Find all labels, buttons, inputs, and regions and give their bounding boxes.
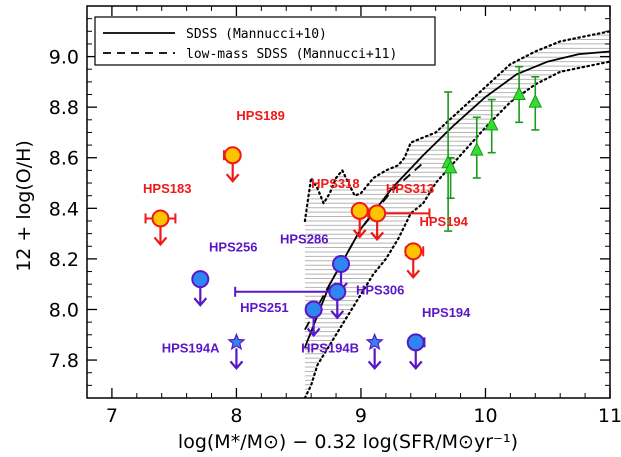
galaxy-label: HPS251 bbox=[240, 300, 288, 315]
galaxy-label: HPS194 bbox=[419, 214, 468, 229]
galaxy-label: HPS318 bbox=[311, 176, 359, 191]
y-tick-label: 8.0 bbox=[49, 299, 79, 321]
legend-box bbox=[94, 16, 436, 66]
circle-marker bbox=[191, 270, 210, 289]
galaxy-label: HPS306 bbox=[356, 282, 404, 297]
galaxy-label: HPS194B bbox=[301, 340, 359, 355]
upper-limit-arrowhead bbox=[193, 297, 208, 307]
green-triangle-marker bbox=[469, 142, 484, 156]
green-point bbox=[443, 156, 458, 200]
galaxy-hps256: HPS256 bbox=[191, 239, 257, 307]
circle-marker bbox=[328, 282, 347, 301]
upper-limit-arrowhead bbox=[225, 173, 240, 183]
galaxy-hps313: HPS313 bbox=[367, 181, 434, 242]
upper-limit-arrowhead bbox=[367, 360, 382, 371]
galaxy-label: HPS313 bbox=[386, 181, 434, 196]
y-tick-label: 9.0 bbox=[49, 47, 79, 69]
upper-limit-arrowhead bbox=[330, 310, 345, 320]
star-marker bbox=[365, 332, 384, 351]
y-tick-label: 8.8 bbox=[49, 97, 79, 119]
lower-scatter-boundary bbox=[303, 60, 610, 398]
green-point bbox=[484, 98, 499, 154]
green-triangle-marker bbox=[484, 116, 499, 131]
galaxy-label: HPS189 bbox=[236, 108, 284, 123]
upper-limit-arrowhead bbox=[352, 229, 367, 239]
x-tick-label: 7 bbox=[106, 405, 118, 427]
green-point bbox=[469, 116, 484, 179]
galaxy-hps189: HPS189 bbox=[222, 108, 285, 183]
legend-entry-lowmass: low-mass SDSS (Mannucci+11) bbox=[186, 47, 397, 62]
galaxy-hps286: HPS286 bbox=[280, 232, 351, 292]
upper-limit-arrowhead bbox=[306, 327, 321, 338]
galaxy-label: HPS256 bbox=[209, 239, 257, 254]
relation-curves bbox=[303, 30, 610, 398]
x-tick-label: 9 bbox=[355, 405, 367, 427]
legend-entry-sdss: SDSS (Mannucci+10) bbox=[186, 27, 327, 42]
galaxy-hps183: HPS183 bbox=[143, 181, 191, 247]
circle-marker bbox=[406, 333, 425, 352]
green-triangle-marker bbox=[528, 93, 543, 108]
circle-marker bbox=[223, 146, 242, 165]
sdss-relation-line bbox=[304, 50, 610, 348]
upper-limit-arrowhead bbox=[229, 360, 244, 371]
galaxy-label: HPS194A bbox=[162, 340, 220, 355]
green-point bbox=[441, 91, 455, 232]
galaxy-hps194a: HPS194A bbox=[162, 332, 246, 371]
galaxy-hps194: HPS194 bbox=[404, 214, 469, 280]
galaxy-label: HPS194 bbox=[422, 305, 471, 320]
x-tick-label: 8 bbox=[230, 405, 242, 427]
x-tick-label: 10 bbox=[473, 405, 497, 427]
legend: SDSS (Mannucci+10) low-mass SDSS (Mannuc… bbox=[94, 16, 436, 66]
circle-marker bbox=[350, 201, 369, 220]
galaxy-hps306: HPS306 bbox=[234, 282, 404, 320]
galaxy-hps318: HPS318 bbox=[311, 176, 369, 239]
y-tick-label: 8.2 bbox=[49, 249, 79, 271]
green-triangle-marker bbox=[443, 159, 458, 174]
circle-marker bbox=[304, 300, 323, 319]
circle-marker bbox=[404, 242, 423, 261]
galaxy-label: HPS286 bbox=[280, 232, 328, 247]
galaxy-hps194b: HPS194B bbox=[301, 332, 384, 371]
x-tick-label: 11 bbox=[598, 405, 621, 427]
circle-marker bbox=[368, 204, 387, 223]
circle-marker bbox=[151, 209, 170, 228]
green-point bbox=[512, 65, 526, 124]
y-tick-label: 8.6 bbox=[49, 148, 79, 170]
y-axis-label: 12 + log(O/H) bbox=[13, 140, 35, 272]
upper-limit-arrowhead bbox=[408, 360, 423, 371]
galaxy-hps251: HPS251 bbox=[240, 300, 323, 338]
galaxy-points: HPS189 HPS183 HPS318 HPS313 HPS194 HPS256 HPS2… bbox=[143, 65, 543, 371]
galaxy-label: HPS183 bbox=[143, 181, 191, 196]
green-triangle-marker bbox=[512, 86, 526, 101]
axis-ticks: 7 8 9 10 11 7.8 8.0 8.2 8.4 8.6 8.8 9.0 bbox=[49, 6, 621, 427]
x-axis-label: log(M*/M⊙) − 0.32 log(SFR/M⊙yr⁻¹) bbox=[178, 431, 518, 453]
upper-scatter-boundary bbox=[303, 30, 610, 223]
upper-limit-arrowhead bbox=[406, 269, 421, 280]
green-point bbox=[528, 76, 543, 131]
y-tick-label: 7.8 bbox=[49, 350, 79, 372]
plot-frame bbox=[86, 5, 611, 399]
y-tick-label: 8.4 bbox=[49, 198, 79, 220]
upper-limit-arrowhead bbox=[153, 236, 168, 247]
star-marker bbox=[227, 332, 246, 351]
galaxy-hps194: HPS194 bbox=[406, 305, 471, 371]
upper-limit-arrowhead bbox=[370, 231, 384, 242]
circle-marker bbox=[332, 254, 351, 273]
lowmass-relation-line bbox=[304, 162, 424, 331]
